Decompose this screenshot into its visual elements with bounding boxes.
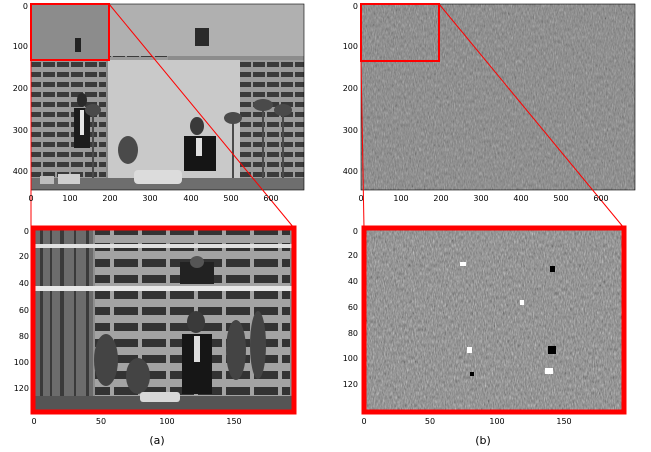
top_right-x-tick: 0 [358, 194, 363, 203]
top_left-x-tick: 100 [62, 194, 77, 203]
top_right-y-tick: 100 [343, 42, 358, 51]
top_right-y-tick: 300 [343, 126, 358, 135]
bottom_right-y-tick: 40 [348, 277, 358, 286]
top_left-x-tick: 0 [28, 194, 33, 203]
top_right-x-tick: 500 [553, 194, 568, 203]
caption-b: (b) [475, 434, 491, 447]
top_right-x-tick: 300 [473, 194, 488, 203]
small-figures-top [75, 28, 209, 52]
top_left-x-tick: 600 [263, 194, 278, 203]
zoom-street [33, 396, 294, 412]
top_left-y-tick: 0 [23, 2, 28, 11]
top_right-x-tick: 100 [393, 194, 408, 203]
bottom_left-x-tick: 100 [159, 417, 174, 426]
bottom_right-x-tick: 0 [361, 417, 366, 426]
caption-a: (a) [149, 434, 164, 447]
zoom-man-large [182, 311, 212, 394]
top_left-y-tick: 400 [13, 167, 28, 176]
bottom_left-y-tick: 80 [19, 332, 29, 341]
coefficient-highlights [460, 262, 553, 374]
street-cars [31, 170, 304, 190]
top_left-x-tick: 300 [142, 194, 157, 203]
billboard [108, 60, 240, 185]
bottom_left-y-tick: 20 [19, 252, 29, 261]
zoom-trees [94, 311, 266, 394]
top_right-x-tick: 600 [593, 194, 608, 203]
coefficient-panel [360, 3, 636, 191]
bottom_right-y-tick: 20 [348, 251, 358, 260]
zoom-coefficient-frame [361, 225, 627, 415]
bottom_left-x-tick: 150 [226, 417, 241, 426]
photo-panel [30, 3, 305, 191]
top_left-x-tick: 200 [102, 194, 117, 203]
bottom_left-y-tick: 0 [24, 227, 29, 236]
inset-box-right [360, 3, 440, 62]
top_right-x-tick: 400 [513, 194, 528, 203]
bottom_left-y-tick: 40 [19, 279, 29, 288]
inset-box-left [30, 3, 110, 61]
zoom-man-top [180, 256, 214, 284]
bottom_left-y-tick: 100 [14, 358, 29, 367]
zoom-photo-panel [30, 225, 297, 415]
top_right-y-tick: 0 [353, 2, 358, 11]
top_right-y-tick: 400 [343, 167, 358, 176]
zoom-coefficient-panel [361, 225, 627, 415]
top_left-y-tick: 200 [13, 84, 28, 93]
zoom-photo-frame [30, 225, 297, 415]
bottom_left-x-tick: 0 [31, 417, 36, 426]
bottom_right-y-tick: 60 [348, 303, 358, 312]
coefficient-dark-spots [470, 266, 556, 376]
palm-trees [85, 99, 292, 180]
top_left-x-tick: 400 [183, 194, 198, 203]
bottom_left-x-tick: 50 [96, 417, 106, 426]
bottom_right-x-tick: 100 [489, 417, 504, 426]
bottom_left-y-tick: 60 [19, 306, 29, 315]
bottom_right-y-tick: 100 [343, 354, 358, 363]
man-figure-right [184, 117, 216, 171]
top_left-y-tick: 300 [13, 126, 28, 135]
man-figure-left [74, 93, 90, 148]
bottom_right-x-tick: 150 [556, 417, 571, 426]
bottom_left-y-tick: 120 [14, 384, 29, 393]
bottom_right-x-tick: 50 [425, 417, 435, 426]
zoom-vertical-streaks [40, 228, 89, 412]
top_right-y-tick: 200 [343, 84, 358, 93]
zoom-stripe-1 [33, 244, 294, 248]
bottom_right-y-tick: 80 [348, 329, 358, 338]
building-left [31, 60, 106, 190]
top_left-y-tick: 100 [13, 42, 28, 51]
bottom_right-y-tick: 0 [353, 227, 358, 236]
zoom-stripe-2 [33, 286, 294, 291]
top_left-x-tick: 500 [223, 194, 238, 203]
top_right-x-tick: 200 [433, 194, 448, 203]
zoom-connector-lines [30, 3, 625, 229]
building-right [240, 60, 304, 190]
coefficient-frame [360, 3, 636, 191]
bottom_right-y-tick: 120 [343, 380, 358, 389]
